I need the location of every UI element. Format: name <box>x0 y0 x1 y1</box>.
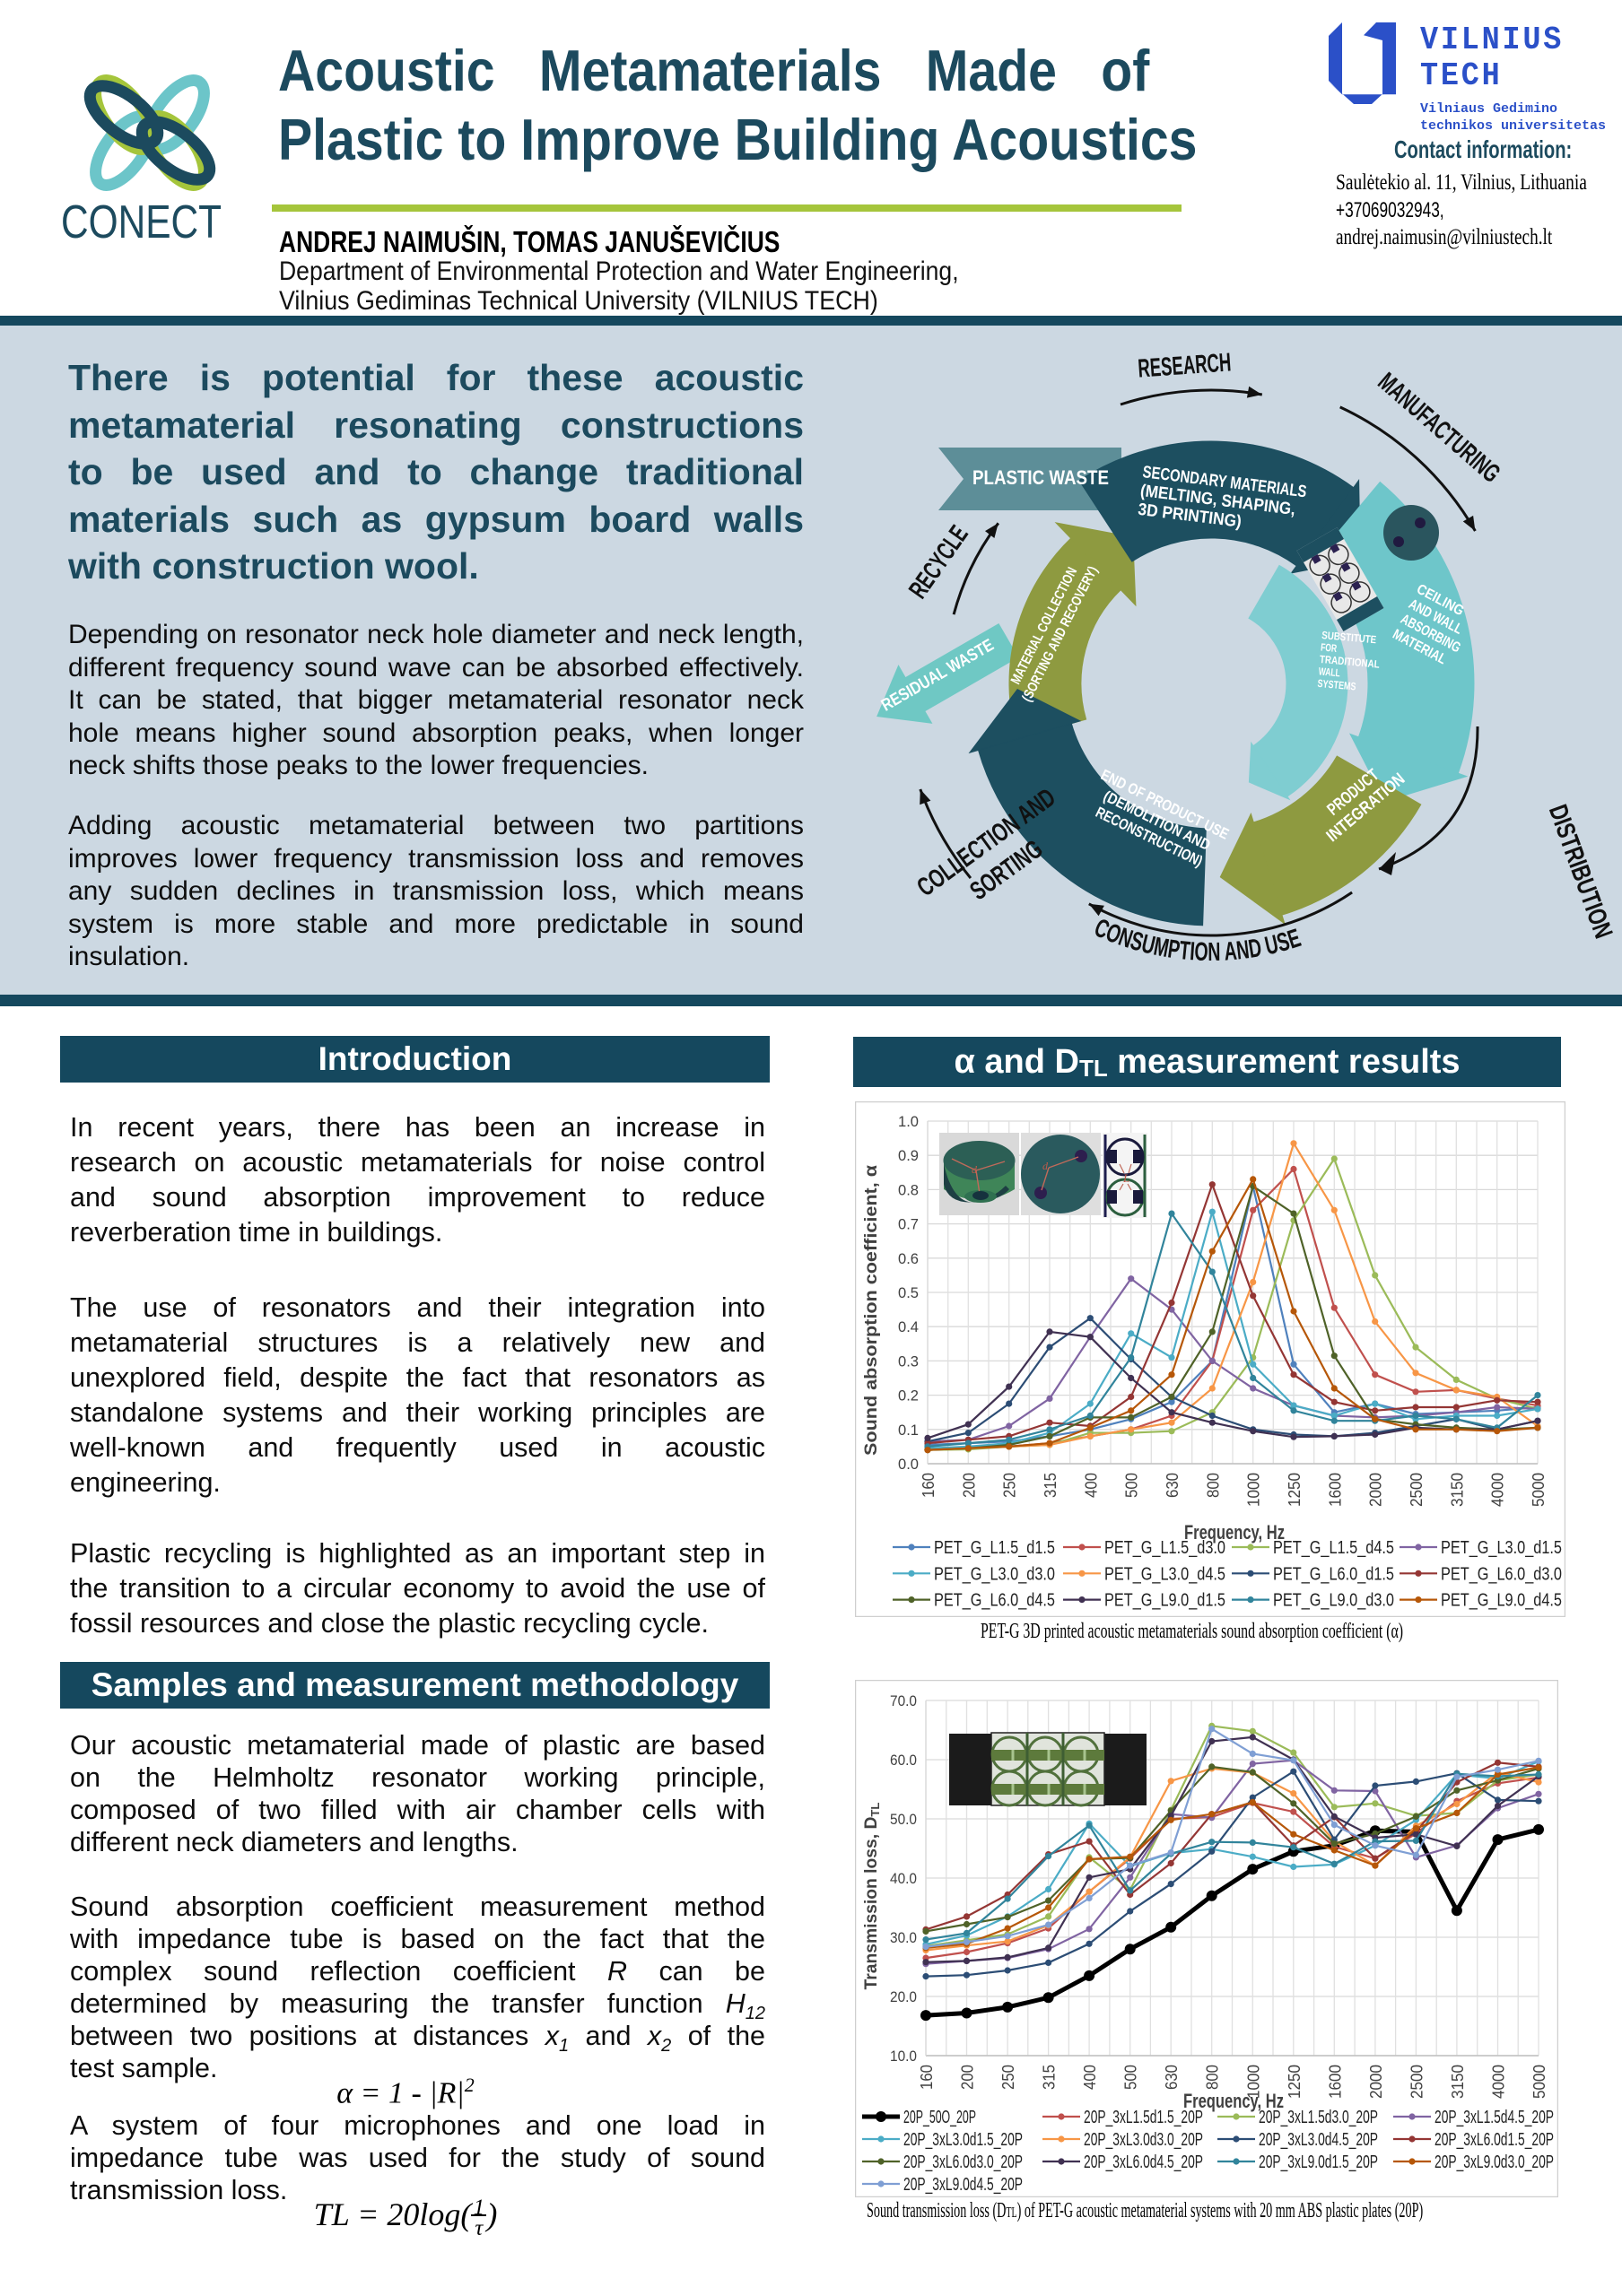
svg-text:d: d <box>1042 1160 1049 1172</box>
svg-text:1600: 1600 <box>1326 1473 1344 1507</box>
svg-text:20P_3xL1.5d3.0_20P: 20P_3xL1.5d3.0_20P <box>1259 2108 1378 2127</box>
svg-text:20P_3xL9.0d4.5_20P: 20P_3xL9.0d4.5_20P <box>903 2175 1023 2195</box>
svg-text:20P_3xL3.0d4.5_20P: 20P_3xL3.0d4.5_20P <box>1259 2130 1378 2150</box>
svg-text:200: 200 <box>959 2065 977 2090</box>
svg-text:250: 250 <box>1001 1473 1019 1498</box>
svg-text:10.0: 10.0 <box>890 2048 917 2065</box>
svg-text:70.0: 70.0 <box>890 1692 917 1709</box>
svg-text:5000: 5000 <box>1530 2065 1548 2099</box>
svg-text:315: 315 <box>1041 2065 1059 2090</box>
svg-text:0.4: 0.4 <box>898 1318 919 1335</box>
svg-text:20P_3xL6.0d1.5_20P: 20P_3xL6.0d1.5_20P <box>1435 2130 1554 2150</box>
svg-text:50.0: 50.0 <box>890 1811 917 1828</box>
svg-text:30.0: 30.0 <box>890 1929 917 1946</box>
svg-text:250: 250 <box>999 2065 1017 2090</box>
svg-text:SYSTEMS: SYSTEMS <box>1317 677 1356 693</box>
svg-text:400: 400 <box>1081 2065 1099 2090</box>
svg-text:d: d <box>972 1163 978 1176</box>
svg-text:PET_G_L9.0_d1.5: PET_G_L9.0_d1.5 <box>1104 1591 1225 1611</box>
svg-text:2000: 2000 <box>1367 2065 1385 2099</box>
svg-text:WALL: WALL <box>1318 665 1340 679</box>
svg-text:4000: 4000 <box>1489 1473 1507 1507</box>
svg-text:0.5: 0.5 <box>898 1284 919 1301</box>
svg-text:SUBSTITUTE: SUBSTITUTE <box>1321 629 1377 646</box>
svg-text:PET_G_L1.5_d1.5: PET_G_L1.5_d1.5 <box>934 1538 1055 1558</box>
svg-text:160: 160 <box>918 2065 936 2090</box>
svg-text:0.3: 0.3 <box>898 1352 919 1370</box>
svg-text:20.0: 20.0 <box>890 1988 917 2005</box>
svg-text:2500: 2500 <box>1408 2065 1426 2099</box>
svg-text:0.9: 0.9 <box>898 1147 919 1164</box>
svg-text:PLASTIC WASTE: PLASTIC WASTE <box>972 466 1109 489</box>
svg-text:Frequency, Hz: Frequency, Hz <box>1184 1521 1285 1544</box>
svg-text:20P_3xL9.0d1.5_20P: 20P_3xL9.0d1.5_20P <box>1259 2152 1378 2172</box>
svg-text:5000: 5000 <box>1530 1473 1548 1507</box>
svg-text:MANUFACTURING: MANUFACTURING <box>1373 368 1506 489</box>
svg-text:630: 630 <box>1164 1473 1182 1498</box>
svg-text:Frequency, Hz: Frequency, Hz <box>1183 2090 1284 2112</box>
svg-text:FOR: FOR <box>1321 640 1338 655</box>
svg-text:500: 500 <box>1122 2065 1140 2090</box>
svg-text:Sound absorption coefficient,: Sound absorption coefficient, α <box>862 1165 881 1456</box>
svg-text:CONECT: CONECT <box>61 196 222 248</box>
svg-text:200: 200 <box>960 1473 978 1498</box>
svg-text:20P_3xL1.5d4.5_20P: 20P_3xL1.5d4.5_20P <box>1435 2108 1554 2127</box>
svg-text:0.7: 0.7 <box>898 1216 919 1233</box>
svg-text:RECYCLE: RECYCLE <box>903 520 973 604</box>
svg-text:RESEARCH: RESEARCH <box>1137 348 1232 383</box>
svg-text:20P_3xL6.0d4.5_20P: 20P_3xL6.0d4.5_20P <box>1084 2152 1203 2172</box>
svg-text:PET_G_L9.0_d3.0: PET_G_L9.0_d3.0 <box>1273 1591 1394 1611</box>
svg-text:315: 315 <box>1042 1473 1060 1498</box>
svg-text:20P_50O_20P: 20P_50O_20P <box>903 2108 976 2127</box>
svg-text:PET_G_L6.0_d1.5: PET_G_L6.0_d1.5 <box>1273 1564 1394 1584</box>
svg-text:20P_3xL9.0d3.0_20P: 20P_3xL9.0d3.0_20P <box>1435 2152 1554 2172</box>
svg-text:800: 800 <box>1204 2065 1222 2090</box>
svg-text:0.6: 0.6 <box>898 1250 919 1267</box>
svg-text:1250: 1250 <box>1286 2065 1304 2099</box>
svg-text:20P_3xL3.0d1.5_20P: 20P_3xL3.0d1.5_20P <box>903 2130 1023 2150</box>
svg-text:PET_G_L1.5_d3.0: PET_G_L1.5_d3.0 <box>1104 1538 1225 1558</box>
svg-text:PET_G_L3.0_d3.0: PET_G_L3.0_d3.0 <box>934 1564 1055 1584</box>
svg-text:2500: 2500 <box>1408 1473 1426 1507</box>
svg-text:PET_G_L3.0_d1.5: PET_G_L3.0_d1.5 <box>1441 1538 1562 1558</box>
svg-text:1600: 1600 <box>1326 2065 1344 2099</box>
svg-text:20P_3xL3.0d3.0_20P: 20P_3xL3.0d3.0_20P <box>1084 2130 1203 2150</box>
svg-text:800: 800 <box>1204 1473 1222 1498</box>
svg-text:20P_3xL1.5d1.5_20P: 20P_3xL1.5d1.5_20P <box>1084 2108 1203 2127</box>
svg-text:0.2: 0.2 <box>898 1387 919 1405</box>
svg-text:2000: 2000 <box>1367 1473 1385 1507</box>
svg-text:4000: 4000 <box>1490 2065 1508 2099</box>
svg-text:PET_G_L1.5_d4.5: PET_G_L1.5_d4.5 <box>1273 1538 1394 1558</box>
svg-text:0.0: 0.0 <box>898 1456 919 1473</box>
svg-text:60.0: 60.0 <box>890 1752 917 1769</box>
svg-text:1000: 1000 <box>1245 1473 1263 1507</box>
svg-text:PET_G_L3.0_d4.5: PET_G_L3.0_d4.5 <box>1104 1564 1225 1584</box>
svg-text:0.8: 0.8 <box>898 1181 919 1198</box>
svg-text:40.0: 40.0 <box>890 1870 917 1887</box>
svg-text:160: 160 <box>920 1473 937 1498</box>
svg-text:3150: 3150 <box>1448 1473 1466 1507</box>
svg-text:DISTRIBUTION: DISTRIBUTION <box>1543 801 1618 943</box>
svg-text:L: L <box>1122 1171 1129 1185</box>
svg-text:500: 500 <box>1123 1473 1141 1498</box>
svg-text:20P_3xL6.0d3.0_20P: 20P_3xL6.0d3.0_20P <box>903 2152 1023 2172</box>
svg-text:1.0: 1.0 <box>898 1113 919 1130</box>
svg-text:0.1: 0.1 <box>898 1422 919 1439</box>
svg-text:PET_G_L6.0_d3.0: PET_G_L6.0_d3.0 <box>1441 1564 1562 1584</box>
svg-text:630: 630 <box>1163 2065 1181 2090</box>
svg-text:1000: 1000 <box>1244 2065 1262 2099</box>
svg-text:PET_G_L6.0_d4.5: PET_G_L6.0_d4.5 <box>934 1591 1055 1611</box>
svg-text:TRADITIONAL: TRADITIONAL <box>1319 653 1380 671</box>
svg-text:Transmission loss, DTL: Transmission loss, DTL <box>862 1802 882 1989</box>
svg-text:3150: 3150 <box>1449 2065 1467 2099</box>
svg-text:PET_G_L9.0_d4.5: PET_G_L9.0_d4.5 <box>1441 1591 1562 1611</box>
svg-text:1250: 1250 <box>1286 1473 1304 1507</box>
svg-text:400: 400 <box>1082 1473 1100 1498</box>
